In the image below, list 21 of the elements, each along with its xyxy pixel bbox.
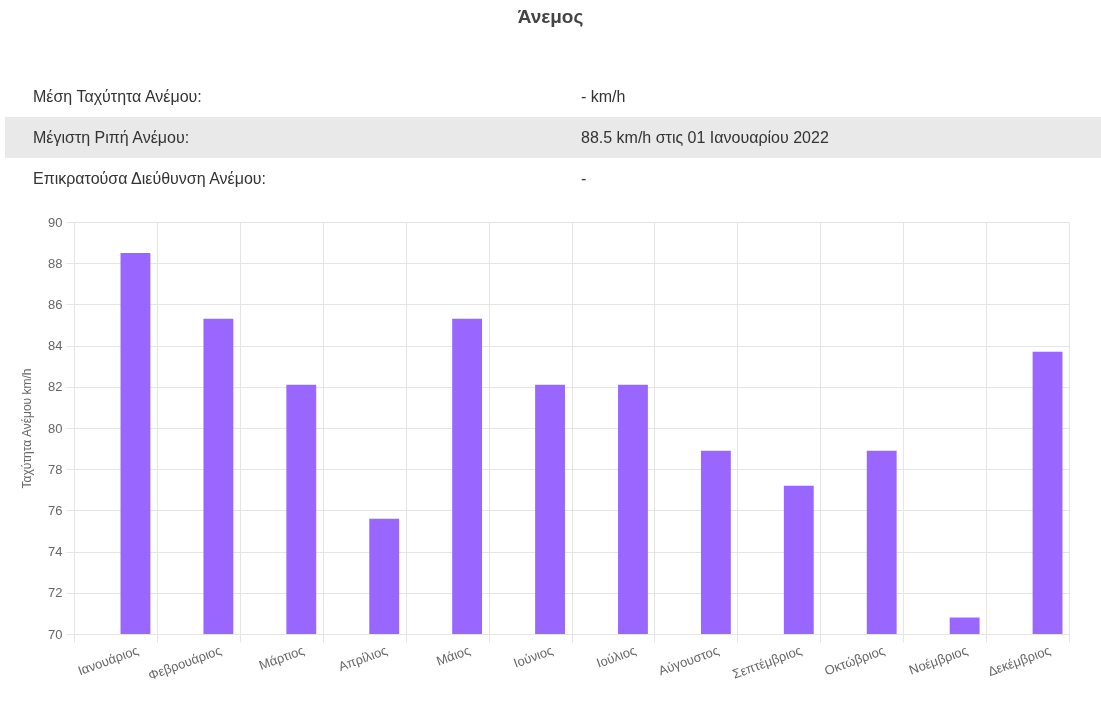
y-tick-label: 86 [48, 296, 63, 312]
y-tick-label: 76 [48, 502, 63, 518]
text: - [580, 168, 588, 189]
y-axis-title: Ταχύτητα Ανέμου km/h [20, 368, 35, 489]
x-tick-label: Μάιος [434, 642, 473, 669]
y-tick-label: 82 [48, 379, 63, 395]
y-tick-label: 84 [48, 338, 63, 354]
x-tick-label: Ιούνιος [511, 642, 555, 671]
x-tick-label: Μάρτιος [256, 642, 307, 673]
y-tick-label: 74 [48, 544, 63, 560]
y-tick-label: 80 [48, 420, 63, 436]
x-tick-label: Ιούλιος [594, 642, 638, 671]
y-tick-label: 72 [48, 585, 63, 601]
y-tick-label: 70 [48, 626, 63, 642]
y-tick-label: 88 [48, 255, 63, 271]
y-tick-label: 90 [48, 214, 63, 230]
y-tick-label: 78 [48, 461, 63, 477]
text: - km/h [580, 86, 627, 107]
text: Επικρατούσα Διεύθυνση Ανέμου: [32, 168, 267, 189]
text: Μέση Ταχύτητα Ανέμου: [32, 86, 203, 107]
chart-title: Άνεμος [516, 5, 585, 29]
